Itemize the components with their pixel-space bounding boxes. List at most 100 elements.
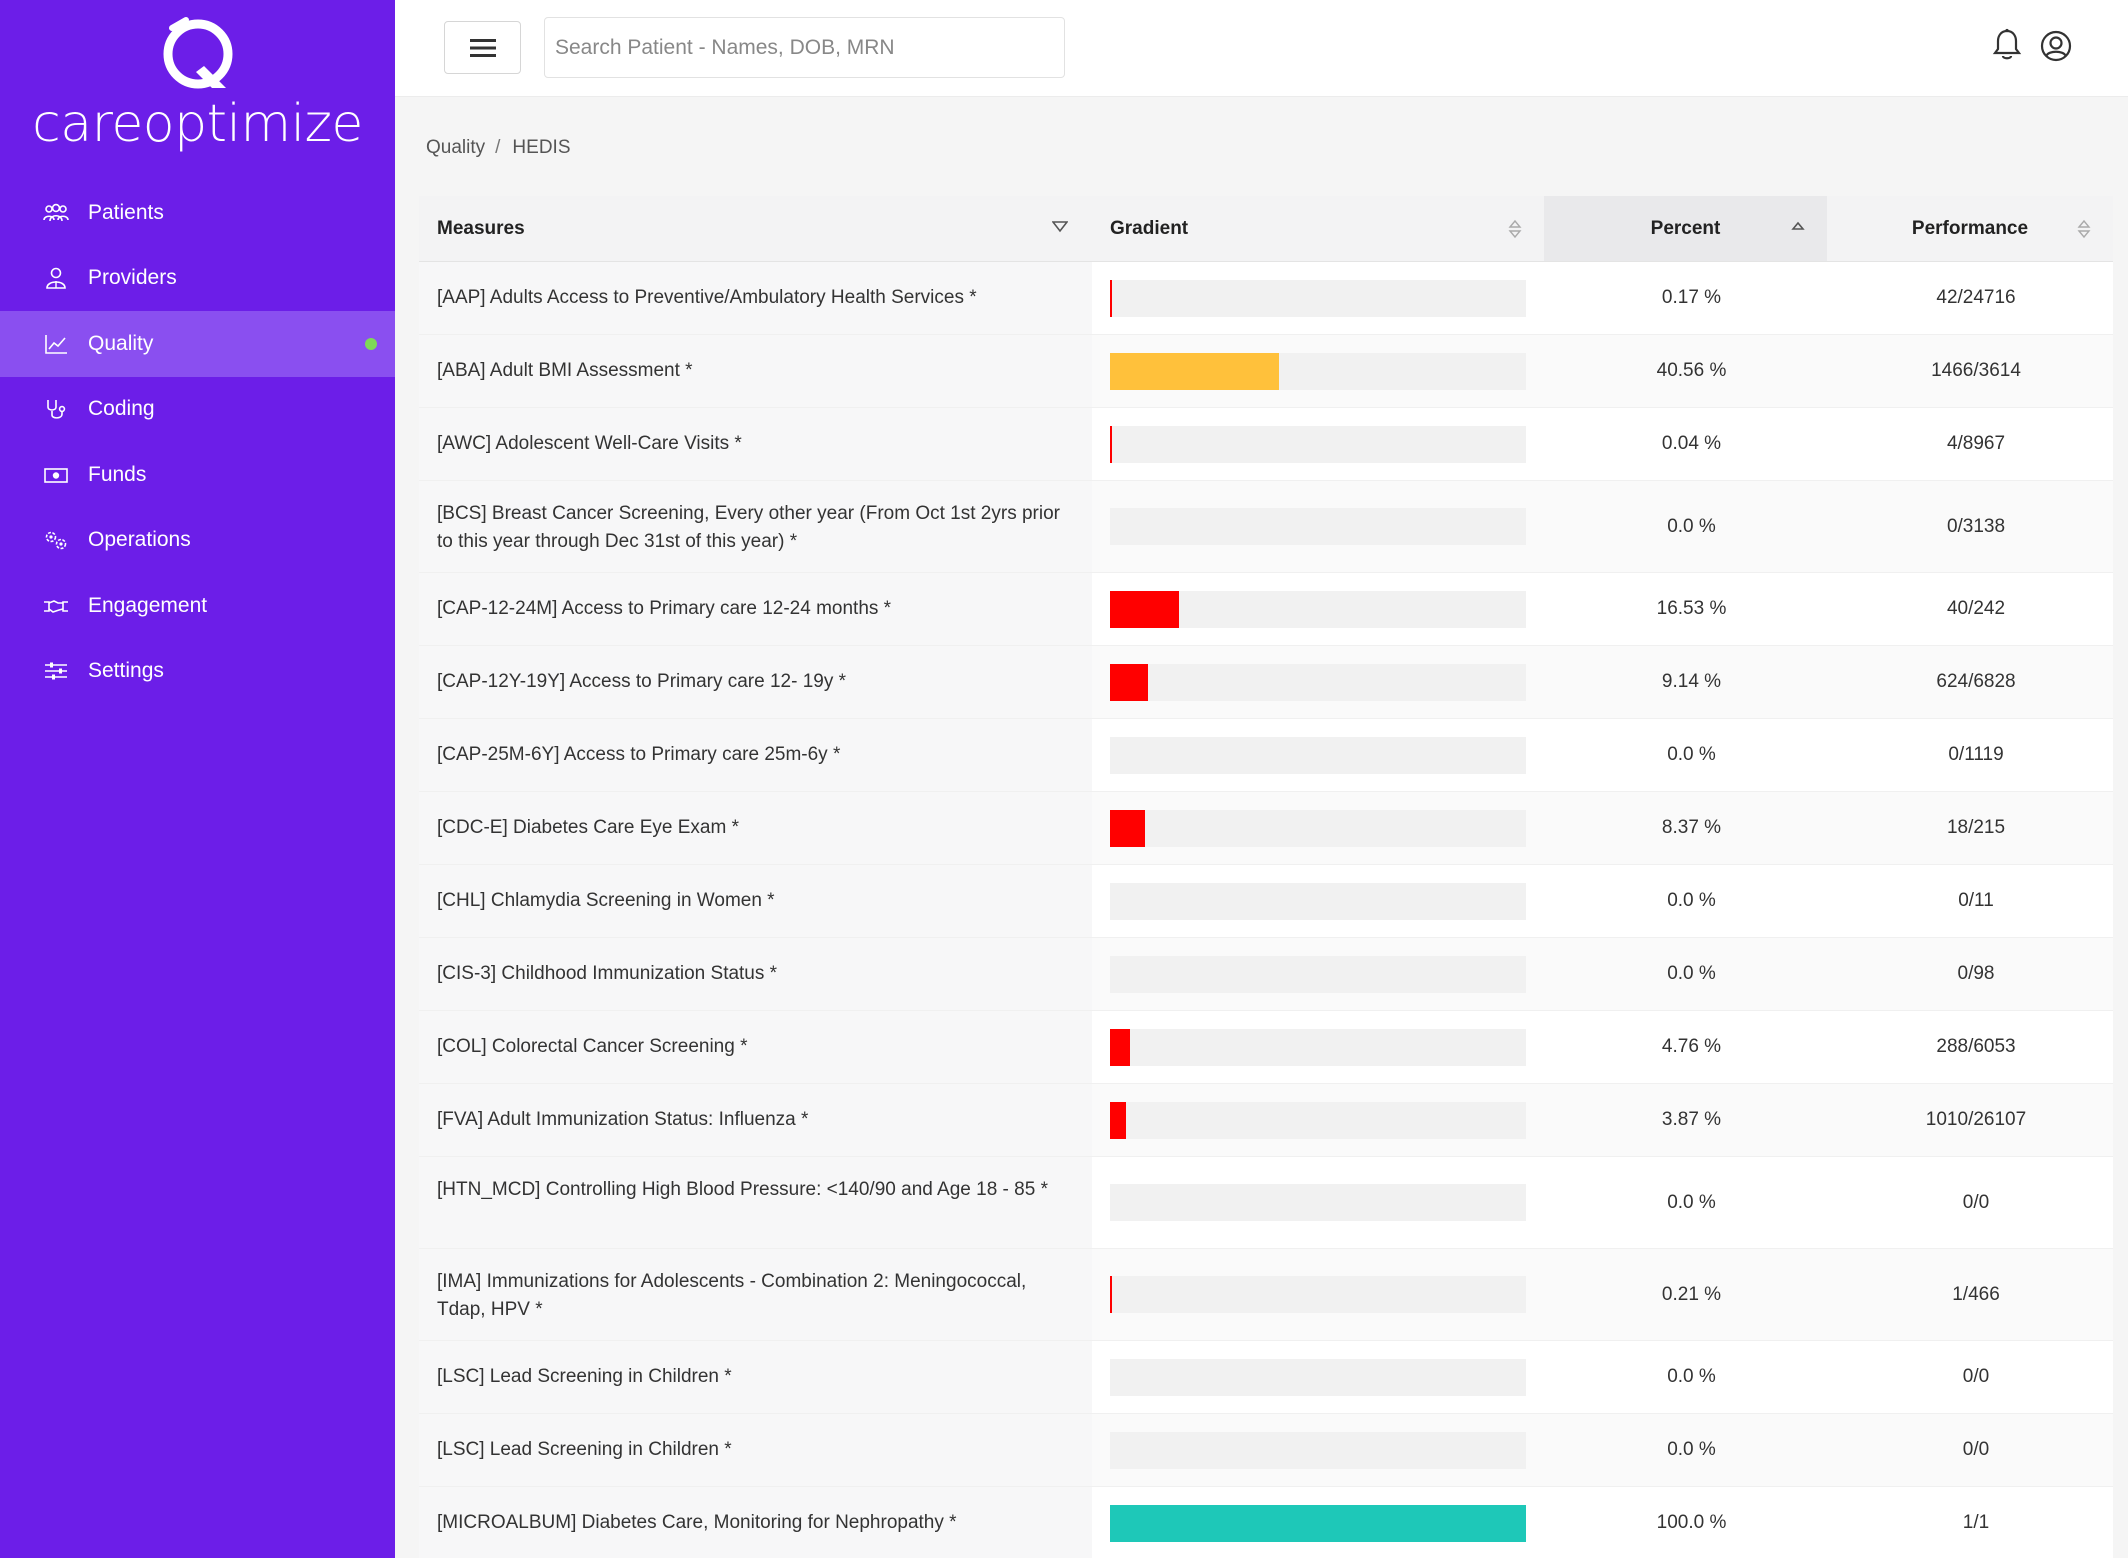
gradient-bar-fill: [1110, 809, 1145, 847]
performance-value: 1010/26107: [1925, 1109, 2027, 1130]
gradient-bar-track: [1110, 508, 1526, 545]
gradient-bar-track: [1110, 736, 1526, 774]
sidebar-item-label: Coding: [88, 397, 155, 421]
gradient-bar-track: [1110, 882, 1526, 920]
breadcrumb-current: HEDIS: [512, 137, 571, 158]
percent-value: 0.0 %: [1667, 744, 1716, 765]
performance-value: 40/242: [1946, 598, 2006, 619]
gradient-bar-track: [1110, 809, 1526, 847]
gradient-bar-track: [1110, 1184, 1526, 1221]
measure-name[interactable]: [BCS] Breast Cancer Screening, Every oth…: [419, 481, 1092, 572]
measure-name[interactable]: [FVA] Adult Immunization Status: Influen…: [419, 1084, 1092, 1156]
measure-name[interactable]: [CAP-25M-6Y] Access to Primary care 25m-…: [419, 719, 1092, 791]
money-icon: [40, 462, 72, 488]
user-account-icon[interactable]: [2040, 30, 2072, 62]
gears-icon: [40, 527, 72, 553]
percent-value: 0.0 %: [1667, 963, 1716, 984]
percent-value: 9.14 %: [1661, 671, 1722, 692]
gradient-cell: [1092, 955, 1544, 993]
table-row[interactable]: [CAP-25M-6Y] Access to Primary care 25m-…: [419, 719, 2113, 792]
measure-name[interactable]: [LSC] Lead Screening in Children *: [419, 1414, 1092, 1486]
table-row[interactable]: [HTN_MCD] Controlling High Blood Pressur…: [419, 1157, 2113, 1249]
gradient-bar-track: [1110, 1358, 1526, 1396]
gradient-cell: [1092, 882, 1544, 920]
table-row[interactable]: [LSC] Lead Screening in Children * 0.0 % 0…: [419, 1341, 2113, 1414]
gradient-bar-track: [1110, 425, 1526, 463]
gradient-cell: [1092, 1028, 1544, 1066]
column-header-performance[interactable]: Performance: [1827, 196, 2113, 261]
sidebar-item-settings[interactable]: Settings: [0, 639, 395, 705]
performance-value: 0/0: [1962, 1366, 1990, 1387]
percent-value: 0.17 %: [1661, 287, 1722, 308]
bell-icon[interactable]: [1992, 28, 2022, 62]
table-row[interactable]: [CIS-3] Childhood Immunization Status * 0…: [419, 938, 2113, 1011]
column-header-percent[interactable]: Percent: [1544, 196, 1827, 261]
table-row[interactable]: [FVA] Adult Immunization Status: Influen…: [419, 1084, 2113, 1157]
table-header: Measures Gradient Percent Performance: [419, 196, 2113, 262]
table-row[interactable]: [AWC] Adolescent Well-Care Visits * 0.04 …: [419, 408, 2113, 481]
measure-name[interactable]: [CAP-12Y-19Y] Access to Primary care 12-…: [419, 646, 1092, 718]
measure-name[interactable]: [CIS-3] Childhood Immunization Status *: [419, 938, 1092, 1010]
measure-name[interactable]: [IMA] Immunizations for Adolescents - Co…: [419, 1249, 1092, 1340]
gradient-bar-track: [1110, 955, 1526, 993]
brand-name: careoptimize: [32, 94, 363, 154]
table-row[interactable]: [CAP-12-24M] Access to Primary care 12-2…: [419, 573, 2113, 646]
measure-name[interactable]: [ABA] Adult BMI Assessment *: [419, 335, 1092, 407]
table-row[interactable]: [CHL] Chlamydia Screening in Women * 0.0 …: [419, 865, 2113, 938]
sidebar-item-patients[interactable]: Patients: [0, 180, 395, 246]
sidebar-item-operations[interactable]: Operations: [0, 508, 395, 574]
sidebar-item-funds[interactable]: Funds: [0, 442, 395, 508]
gradient-bar-fill: [1110, 590, 1179, 628]
measure-name[interactable]: [LSC] Lead Screening in Children *: [419, 1341, 1092, 1413]
sort-icon[interactable]: [1508, 218, 1522, 240]
brand-logo[interactable]: careoptimize: [0, 14, 395, 154]
column-header-label: Percent: [1650, 217, 1721, 239]
search-input[interactable]: [544, 17, 1065, 78]
gradient-cell: [1092, 1276, 1544, 1313]
table-row[interactable]: [LSC] Lead Screening in Children * 0.0 % 0…: [419, 1414, 2113, 1487]
performance-value: 1/1: [1962, 1512, 1990, 1533]
gradient-bar-track: [1110, 1504, 1526, 1542]
table-row[interactable]: [CDC-E] Diabetes Care Eye Exam * 8.37 % 18…: [419, 792, 2113, 865]
sort-ascending-icon[interactable]: [1791, 218, 1805, 240]
sidebar-item-label: Funds: [88, 462, 147, 486]
table-row[interactable]: [CAP-12Y-19Y] Access to Primary care 12-…: [419, 646, 2113, 719]
percent-value: 3.87 %: [1661, 1109, 1722, 1130]
percent-value: 16.53 %: [1656, 598, 1727, 619]
performance-value: 4/8967: [1946, 433, 2006, 454]
measure-name[interactable]: [AWC] Adolescent Well-Care Visits *: [419, 408, 1092, 480]
sidebar-item-quality[interactable]: Quality: [0, 311, 395, 377]
table-row[interactable]: [ABA] Adult BMI Assessment * 40.56 % 1466/…: [419, 335, 2113, 408]
column-header-measures[interactable]: Measures: [419, 196, 1092, 261]
table-row[interactable]: [COL] Colorectal Cancer Screening * 4.76 …: [419, 1011, 2113, 1084]
performance-value: 0/11: [1958, 890, 1994, 911]
sidebar-item-engagement[interactable]: Engagement: [0, 573, 395, 639]
sort-icon[interactable]: [2077, 218, 2091, 240]
column-header-gradient[interactable]: Gradient: [1092, 196, 1544, 261]
breadcrumb-parent-link[interactable]: Quality: [426, 137, 486, 158]
table-row[interactable]: [AAP] Adults Access to Preventive/Ambula…: [419, 262, 2113, 335]
hedis-measures-table: Measures Gradient Percent Performance: [419, 196, 2113, 1558]
sidebar-item-providers[interactable]: Providers: [0, 246, 395, 312]
percent-value: 0.0 %: [1667, 890, 1716, 911]
table-row[interactable]: [BCS] Breast Cancer Screening, Every oth…: [419, 481, 2113, 573]
filter-down-icon[interactable]: [1052, 220, 1068, 234]
percent-value: 0.0 %: [1667, 515, 1716, 537]
gradient-bar-fill: [1110, 1101, 1127, 1139]
sidebar-item-coding[interactable]: Coding: [0, 377, 395, 443]
gradient-cell: [1092, 590, 1544, 628]
measure-name[interactable]: [CAP-12-24M] Access to Primary care 12-2…: [419, 573, 1092, 645]
table-row[interactable]: [MICROALBUM] Diabetes Care, Monitoring f…: [419, 1487, 2113, 1558]
measure-name[interactable]: [HTN_MCD] Controlling High Blood Pressur…: [419, 1157, 1092, 1248]
performance-value: 0/98: [1957, 963, 1995, 984]
measure-name[interactable]: [AAP] Adults Access to Preventive/Ambula…: [419, 262, 1092, 334]
measure-name[interactable]: [CHL] Chlamydia Screening in Women *: [419, 865, 1092, 937]
menu-toggle-button[interactable]: [444, 21, 521, 74]
measure-name[interactable]: [COL] Colorectal Cancer Screening *: [419, 1011, 1092, 1083]
column-header-label: Measures: [437, 217, 525, 239]
gradient-cell: [1092, 279, 1544, 317]
measure-name[interactable]: [CDC-E] Diabetes Care Eye Exam *: [419, 792, 1092, 864]
measure-name[interactable]: [MICROALBUM] Diabetes Care, Monitoring f…: [419, 1487, 1092, 1558]
gradient-bar-fill: [1110, 1276, 1112, 1313]
table-row[interactable]: [IMA] Immunizations for Adolescents - Co…: [419, 1249, 2113, 1341]
